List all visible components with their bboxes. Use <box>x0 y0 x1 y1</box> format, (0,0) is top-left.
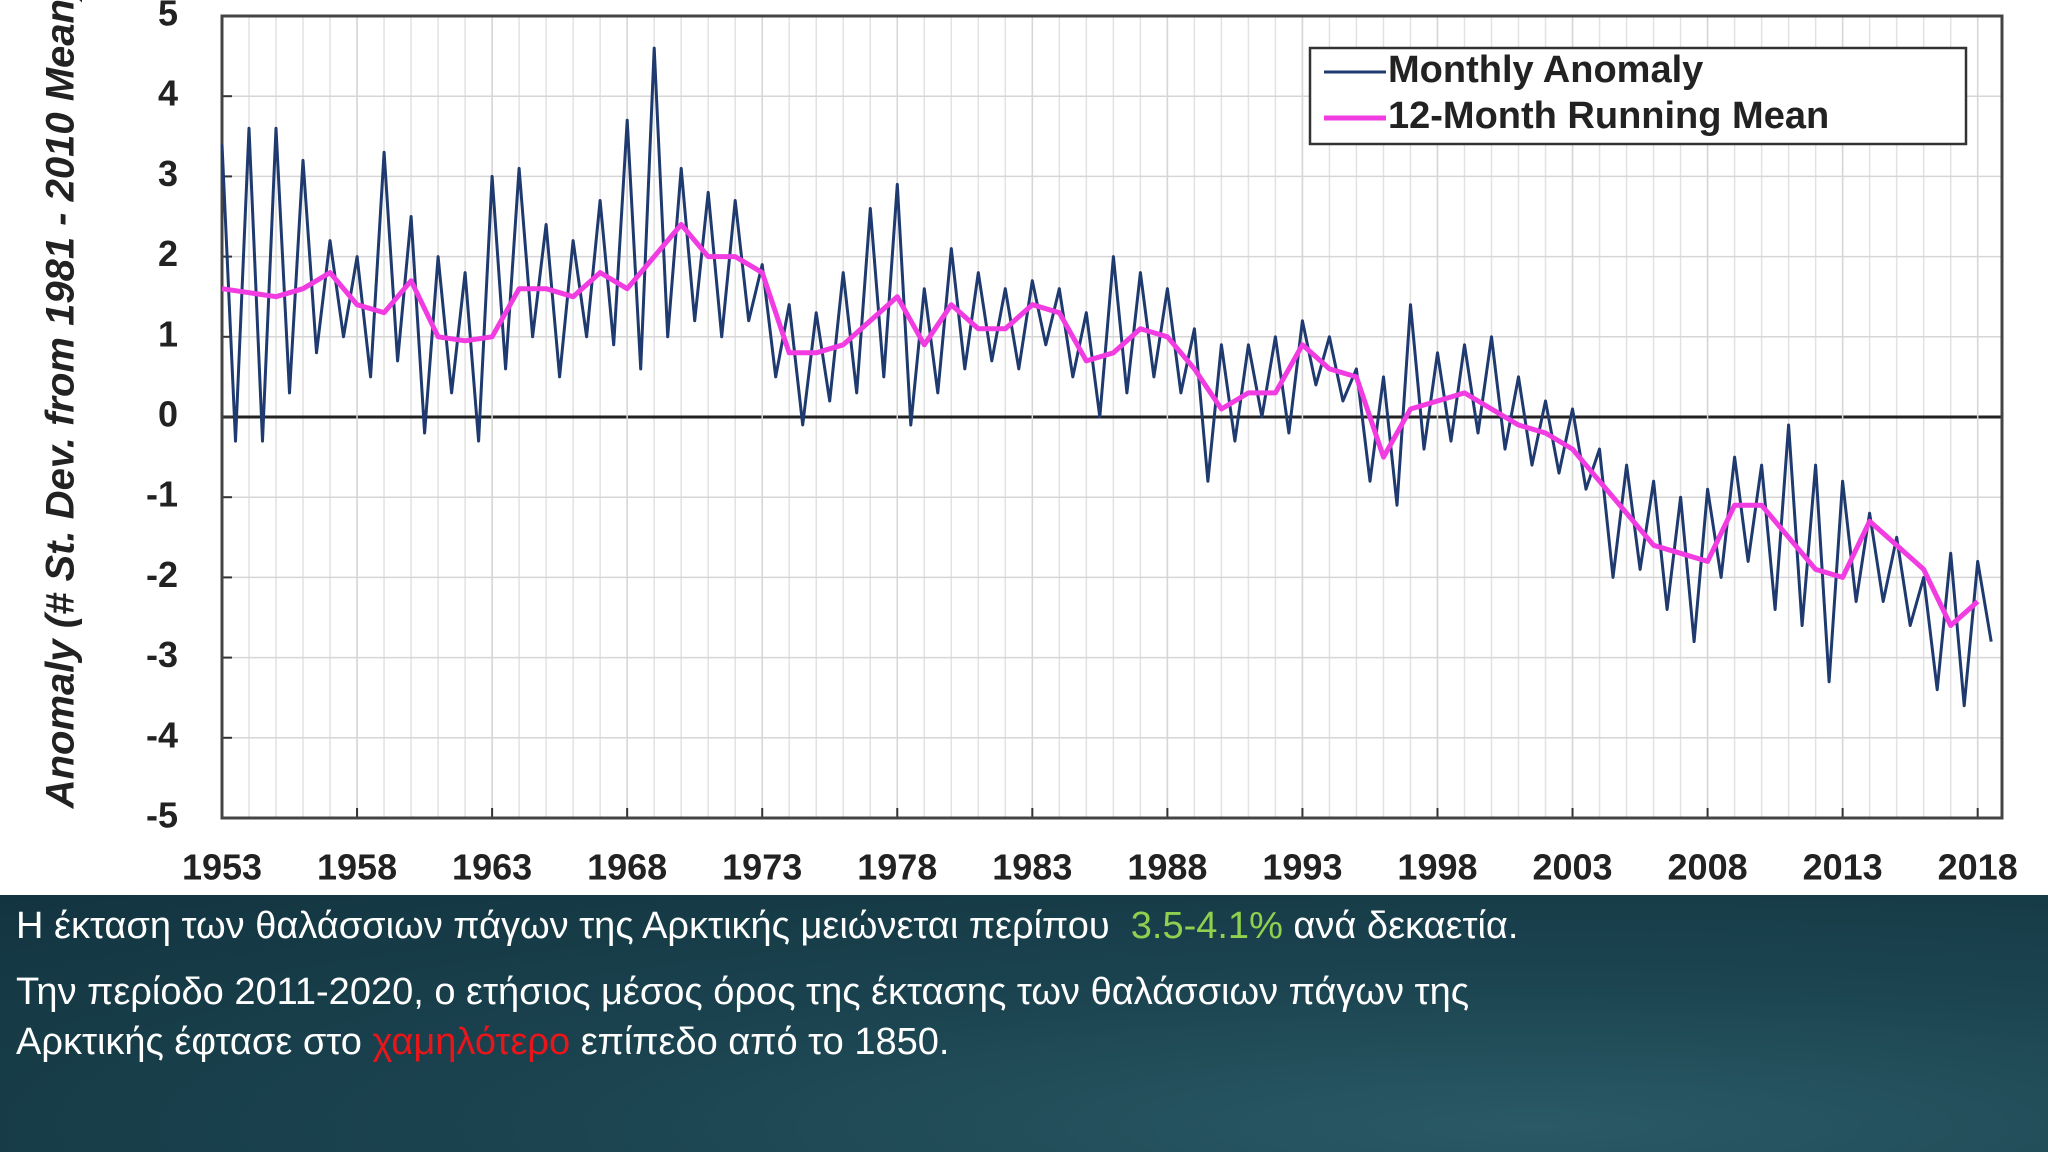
x-tick-label: 1958 <box>317 847 397 888</box>
text-span: ανά δεκαετία. <box>1282 905 1519 947</box>
text-line: Την περίοδο 2011-2020, ο ετήσιος μέσος ό… <box>16 971 1469 1014</box>
text-span: Η έκταση των θαλάσσιων πάγων της Αρκτική… <box>16 905 1131 947</box>
text-span: χαμηλότερο <box>372 1021 571 1063</box>
y-tick-label: 5 <box>158 0 178 34</box>
series-line <box>221 222 1980 628</box>
y-tick-label: -3 <box>146 634 178 675</box>
x-tick-label: 1993 <box>1262 847 1342 888</box>
text-line: Η έκταση των θαλάσσιων πάγων της Αρκτική… <box>16 905 1518 948</box>
x-tick-label: 1983 <box>992 847 1072 888</box>
x-tick-label: 2018 <box>1938 847 2018 888</box>
x-tick-label: 2013 <box>1803 847 1883 888</box>
legend-label: 12-Month Running Mean <box>1388 95 1829 137</box>
legend-label: Monthly Anomaly <box>1388 49 1703 91</box>
y-tick-label: 4 <box>158 73 178 114</box>
y-tick-label: -1 <box>146 474 178 515</box>
y-tick-label: -5 <box>146 795 178 836</box>
y-tick-label: 0 <box>158 394 178 435</box>
plot-frame <box>220 14 2004 820</box>
x-tick-label: 1968 <box>587 847 667 888</box>
x-tick-label: 1998 <box>1397 847 1477 888</box>
text-span: Αρκτικής έφτασε στο <box>16 1021 373 1063</box>
y-tick-label: 2 <box>158 233 178 274</box>
text-panel: Η έκταση των θαλάσσιων πάγων της Αρκτική… <box>0 895 2048 1152</box>
x-tick-label: 1988 <box>1127 847 1207 888</box>
x-tick-label: 1973 <box>722 847 802 888</box>
x-tick-label: 1963 <box>452 847 532 888</box>
series-line <box>220 46 1993 708</box>
chart: -5 -4 -3 -2 -1 0 1 2 3 4 5 1953 1958 1963 1968 1973 1978… <box>39 0 2018 888</box>
text-span: Την περίοδο 2011-2020, ο ετήσιος μέσος ό… <box>16 971 1470 1013</box>
x-tick-label: 2003 <box>1532 847 1612 888</box>
x-tick-label: 1978 <box>857 847 937 888</box>
y-tick-label: -4 <box>146 714 178 755</box>
x-tick-label: 1953 <box>182 847 262 888</box>
x-tick-label: 2008 <box>1668 847 1748 888</box>
text-span: 3.5-4.1% <box>1130 905 1283 947</box>
legend-box <box>1308 46 1968 146</box>
text-line: Αρκτικής έφτασε στο χαμηλότερο επίπεδο α… <box>16 1021 949 1064</box>
y-tick-label: 1 <box>158 313 178 354</box>
text-span: επίπεδο από το 1850. <box>570 1021 950 1063</box>
y-tick-label: 3 <box>158 153 178 194</box>
y-tick-label: -2 <box>146 554 178 595</box>
y-axis-label: Anomaly (# St. Dev. from 1981 - 2010 Mea… <box>39 0 83 809</box>
